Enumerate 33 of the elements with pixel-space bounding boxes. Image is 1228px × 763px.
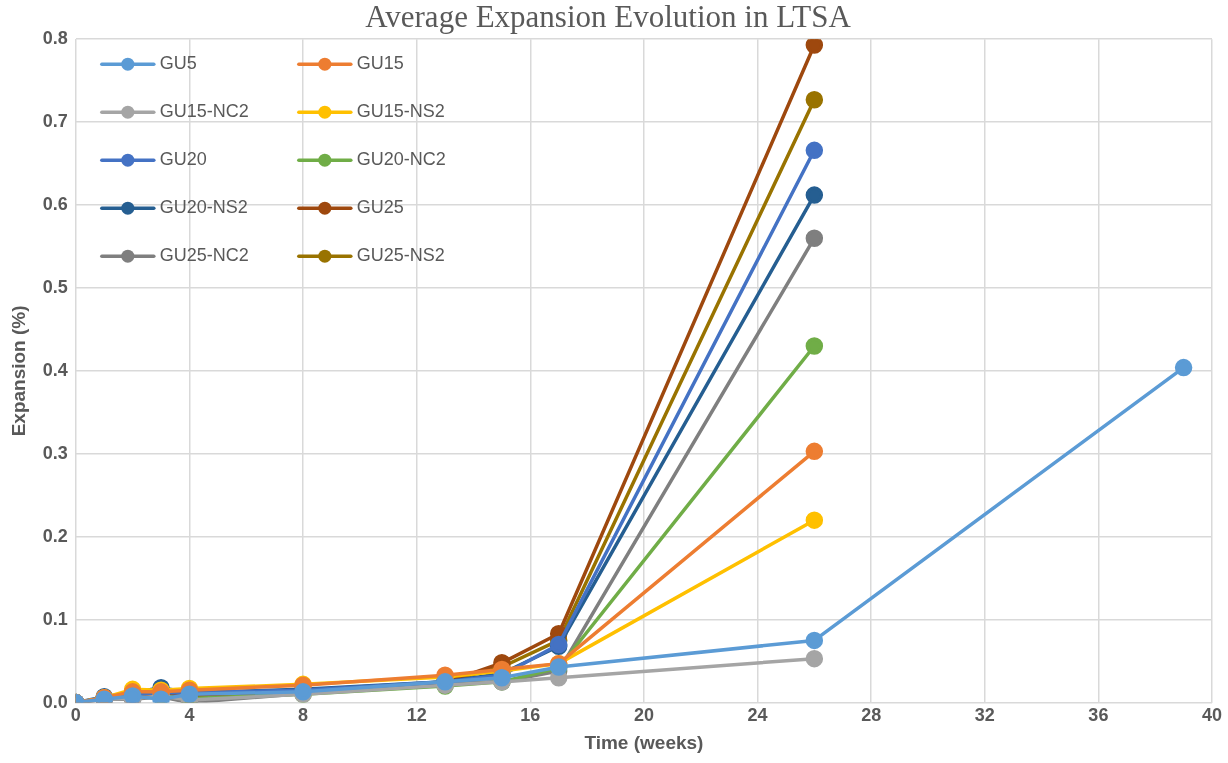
x-tick-label: 0 [70,705,81,726]
y-tick-label: 0.3 [42,442,68,463]
x-tick-label: 40 [1201,705,1223,726]
x-tick-label: 12 [406,705,427,726]
y-tick-label: 0.5 [42,276,68,297]
legend-label: GU15-NS2 [356,101,445,122]
x-tick-label: 8 [298,705,309,726]
y-tick-label: 0.7 [42,111,68,132]
legend-label: GU20-NC2 [356,149,446,170]
y-tick-label: 0.1 [42,608,68,629]
x-tick-label: 4 [184,705,195,726]
y-tick-label: 0.2 [42,525,68,546]
y-tick-label: 0.4 [42,359,68,380]
legend-label: GU15 [356,53,404,74]
x-tick-label: 16 [520,705,541,726]
y-axis-title: Expansion (%) [7,305,29,437]
legend-label: GU20 [159,149,207,170]
y-tick-label: 0.8 [42,28,68,49]
x-tick-label: 20 [633,705,654,726]
x-tick-label: 24 [747,705,768,726]
legend-label: GU25-NC2 [159,245,249,266]
x-tick-label: 28 [861,705,882,726]
legend-label: GU20-NS2 [159,197,248,218]
x-tick-label: 32 [974,705,995,726]
y-tick-label: 0.6 [42,194,68,215]
legend-label: GU5 [159,53,197,74]
legend-label: GU15-NC2 [159,101,249,122]
x-tick-label: 36 [1088,705,1109,726]
x-axis-title: Time (weeks) [584,731,704,753]
chart-title: Average Expansion Evolution in LTSA [365,0,852,34]
legend-label: GU25 [356,197,404,218]
y-tick-label: 0.0 [42,691,68,712]
legend-label: GU25-NS2 [356,245,445,266]
